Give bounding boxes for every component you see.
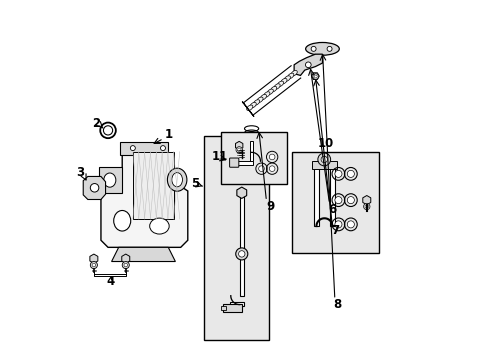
Circle shape [310,46,315,51]
Circle shape [236,147,242,153]
Circle shape [235,248,247,260]
Text: 7: 7 [330,224,338,237]
Bar [292,152,378,253]
Circle shape [269,166,274,171]
Bar [120,142,168,155]
Circle shape [334,170,341,177]
Circle shape [334,197,341,204]
Circle shape [239,163,244,168]
Ellipse shape [287,73,293,78]
Polygon shape [101,153,187,247]
Ellipse shape [277,81,283,87]
Polygon shape [122,254,129,263]
Circle shape [363,203,369,210]
Text: 2: 2 [92,117,100,130]
Polygon shape [242,102,253,117]
Text: 3: 3 [77,166,84,179]
Circle shape [317,153,330,166]
Ellipse shape [263,92,269,97]
Bar [311,161,336,169]
Bar [249,141,253,161]
Ellipse shape [246,105,252,111]
Circle shape [258,166,264,171]
Circle shape [312,74,318,79]
Ellipse shape [290,71,297,76]
Bar [314,162,318,226]
Circle shape [238,251,244,257]
Ellipse shape [260,94,266,100]
Circle shape [122,261,129,269]
Bar [133,152,173,219]
Circle shape [124,263,127,267]
Circle shape [269,154,274,160]
Circle shape [346,197,354,204]
Ellipse shape [284,76,290,81]
Ellipse shape [266,89,273,95]
Ellipse shape [270,86,276,92]
Circle shape [314,75,317,78]
Bar [235,161,253,165]
Bar [239,193,244,296]
Ellipse shape [253,100,259,105]
Text: 6: 6 [327,203,336,216]
Circle shape [334,221,341,228]
Bar [221,132,286,184]
Circle shape [321,156,327,163]
Circle shape [346,221,354,228]
Bar [203,136,269,339]
Circle shape [92,263,96,267]
Ellipse shape [103,173,116,187]
Ellipse shape [167,168,186,191]
Text: 5: 5 [190,177,199,190]
Bar [223,304,242,312]
Text: 8: 8 [332,298,341,311]
Ellipse shape [249,102,256,108]
Text: 10: 10 [317,137,333,150]
Text: 9: 9 [265,200,274,213]
Bar [221,306,225,310]
Ellipse shape [171,173,182,187]
Polygon shape [90,254,98,263]
Circle shape [305,62,310,68]
Polygon shape [236,187,246,198]
Polygon shape [83,176,105,199]
Circle shape [90,261,97,269]
Ellipse shape [256,97,263,103]
Ellipse shape [280,78,286,84]
Circle shape [237,148,241,152]
Circle shape [364,205,368,208]
Circle shape [160,145,165,150]
Bar [329,162,334,226]
FancyBboxPatch shape [229,158,238,167]
Circle shape [130,145,135,150]
Ellipse shape [114,211,130,231]
Bar [229,302,243,306]
Ellipse shape [149,218,169,234]
Polygon shape [293,54,322,76]
Circle shape [90,184,99,192]
Polygon shape [362,195,370,205]
Circle shape [103,126,112,135]
Circle shape [236,160,247,171]
Ellipse shape [305,42,339,55]
Text: 1: 1 [164,128,172,141]
Polygon shape [238,143,244,150]
Circle shape [346,170,354,177]
Polygon shape [235,141,243,150]
Bar [99,167,122,193]
Circle shape [326,46,331,51]
Text: 11: 11 [211,150,227,163]
Text: 4: 4 [106,275,114,288]
Ellipse shape [273,84,280,89]
Polygon shape [111,247,175,261]
Polygon shape [311,73,319,80]
